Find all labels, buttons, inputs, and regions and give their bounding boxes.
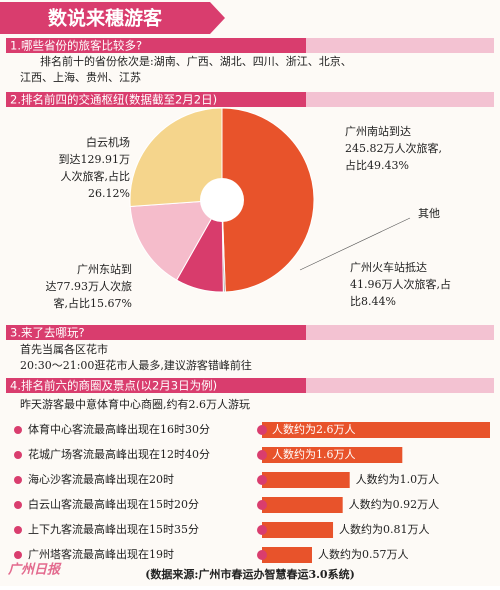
title: 数说来穗游客 <box>48 7 163 30</box>
bar-value-label: 人数约为2.6万人 <box>272 423 356 436</box>
pie-label: 占比49.43% <box>345 158 409 172</box>
section-line: 江西、上海、贵州、江苏 <box>20 70 141 84</box>
bar-icon <box>257 450 267 460</box>
section-heading: 4.排名前六的商圈及景点(以2月3日为例) <box>10 379 217 393</box>
pie-slice <box>129 199 223 281</box>
section-heading: 2.排名前四的交通枢纽(数据截至2月2日) <box>10 93 217 107</box>
bar-icon <box>257 550 267 560</box>
bullet <box>14 501 22 509</box>
bullet <box>14 426 22 434</box>
section-line: 首先当属各区花市 <box>20 342 108 356</box>
pie-label: 41.96万人次旅客,占 <box>350 277 451 291</box>
bar <box>262 472 350 488</box>
pie-label: 达77.93万人次旅 <box>46 279 133 293</box>
section-heading: 1.哪些省份的旅客比较多? <box>10 39 142 53</box>
bar-icon <box>257 500 267 510</box>
section-heading: 3.来了去哪玩? <box>10 326 85 340</box>
pie-label: 客,占比15.67% <box>54 296 132 310</box>
pie-label: 广州火车站抵达 <box>350 260 427 274</box>
bar-label: 上下九客流最高峰出现在15时35分 <box>28 522 199 536</box>
bar <box>262 422 490 438</box>
title-banner <box>0 2 225 34</box>
bar-icon <box>257 525 267 535</box>
pie-label: 广州东站到 <box>77 262 132 276</box>
leader <box>299 217 411 271</box>
bullet <box>14 476 22 484</box>
pie-slice <box>221 107 315 293</box>
bullet <box>14 526 22 534</box>
bar <box>262 497 343 513</box>
bar-label: 海心沙客流最高峰出现在20时 <box>28 472 174 486</box>
pie-slice <box>129 107 223 208</box>
section-line: 昨天游客最中意体育中心商圈,约有2.6万人游玩 <box>20 397 250 411</box>
pie-label: 其他 <box>418 207 440 220</box>
pie-label: 人次旅客,占比 <box>61 169 131 183</box>
bullet <box>14 551 22 559</box>
section-line: 排名前十的省份依次是:湖南、广西、湖北、四川、浙江、北京、 <box>40 54 352 68</box>
bar-icon <box>257 475 267 485</box>
bar-label: 体育中心客流最高峰出现在16时30分 <box>28 422 210 436</box>
pie-hole <box>200 178 244 222</box>
source: (数据来源:广州市春运办智慧春运3.0系统) <box>145 567 355 581</box>
logo: 广州日报 <box>7 562 62 578</box>
section-heading-bg <box>6 92 306 107</box>
bar-value-label: 人数约为1.0万人 <box>356 473 440 486</box>
bar-icon <box>257 425 267 435</box>
bar <box>262 447 403 463</box>
bar <box>262 547 312 563</box>
bar-value-label: 人数约为0.81万人 <box>339 523 430 536</box>
section-heading-bg <box>6 38 306 53</box>
pie-label: 26.12% <box>88 187 130 200</box>
section-heading-bg <box>6 325 306 340</box>
bar-label: 白云山客流最高峰出现在15时20分 <box>28 497 199 511</box>
bar-value-label: 人数约为0.92万人 <box>349 498 440 511</box>
bar-value-label: 人数约为1.6万人 <box>272 448 356 461</box>
pie-label: 到达129.91万 <box>59 153 131 166</box>
pie-label: 白云机场 <box>86 135 130 149</box>
bar-label: 广州塔客流最高峰出现在19时 <box>28 547 174 561</box>
section-line: 20:30～21:00逛花市人最多,建议游客错峰前往 <box>20 358 252 372</box>
pie-label: 245.82万人次旅客, <box>345 141 442 155</box>
pie-label: 广州南站到达 <box>345 124 411 138</box>
pie-label: 比8.44% <box>350 295 396 308</box>
bar-value-label: 人数约为0.57万人 <box>318 548 409 561</box>
section-heading-bg <box>6 378 306 393</box>
bullet <box>14 451 22 459</box>
bar <box>262 522 334 538</box>
bar-label: 花城广场客流最高峰出现在12时40分 <box>28 447 210 461</box>
